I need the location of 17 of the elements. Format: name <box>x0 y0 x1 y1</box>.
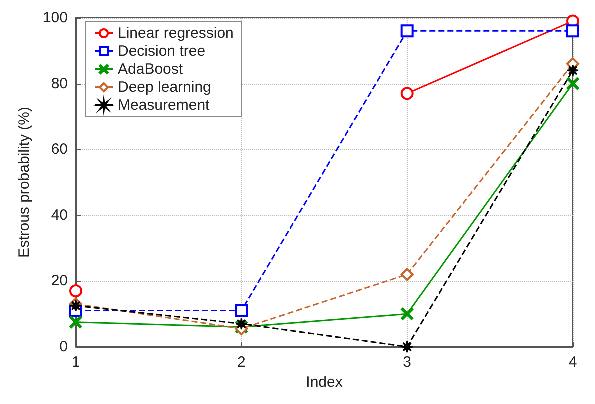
y-tick-label: 0 <box>60 338 68 356</box>
legend-label: Decision tree <box>118 43 206 60</box>
x-tick-label: 2 <box>237 354 246 371</box>
x-tick-label: 3 <box>403 354 412 371</box>
x-tick-label: 1 <box>72 354 80 371</box>
y-tick-label: 20 <box>51 272 68 290</box>
y-tick-label: 40 <box>51 206 68 224</box>
legend-label: Measurement <box>118 97 211 114</box>
y-axis-title: Estrous probability (%) <box>16 107 34 258</box>
legend-label: AdaBoost <box>118 61 184 78</box>
y-tick-label: 80 <box>51 75 68 92</box>
x-axis-title: Index <box>306 374 344 391</box>
legend-label: Deep learning <box>118 79 212 96</box>
legend-label: Linear regression <box>118 25 234 42</box>
x-tick-label: 4 <box>568 354 578 371</box>
y-tick-label: 100 <box>42 10 68 26</box>
y-tick-label: 60 <box>51 141 68 158</box>
